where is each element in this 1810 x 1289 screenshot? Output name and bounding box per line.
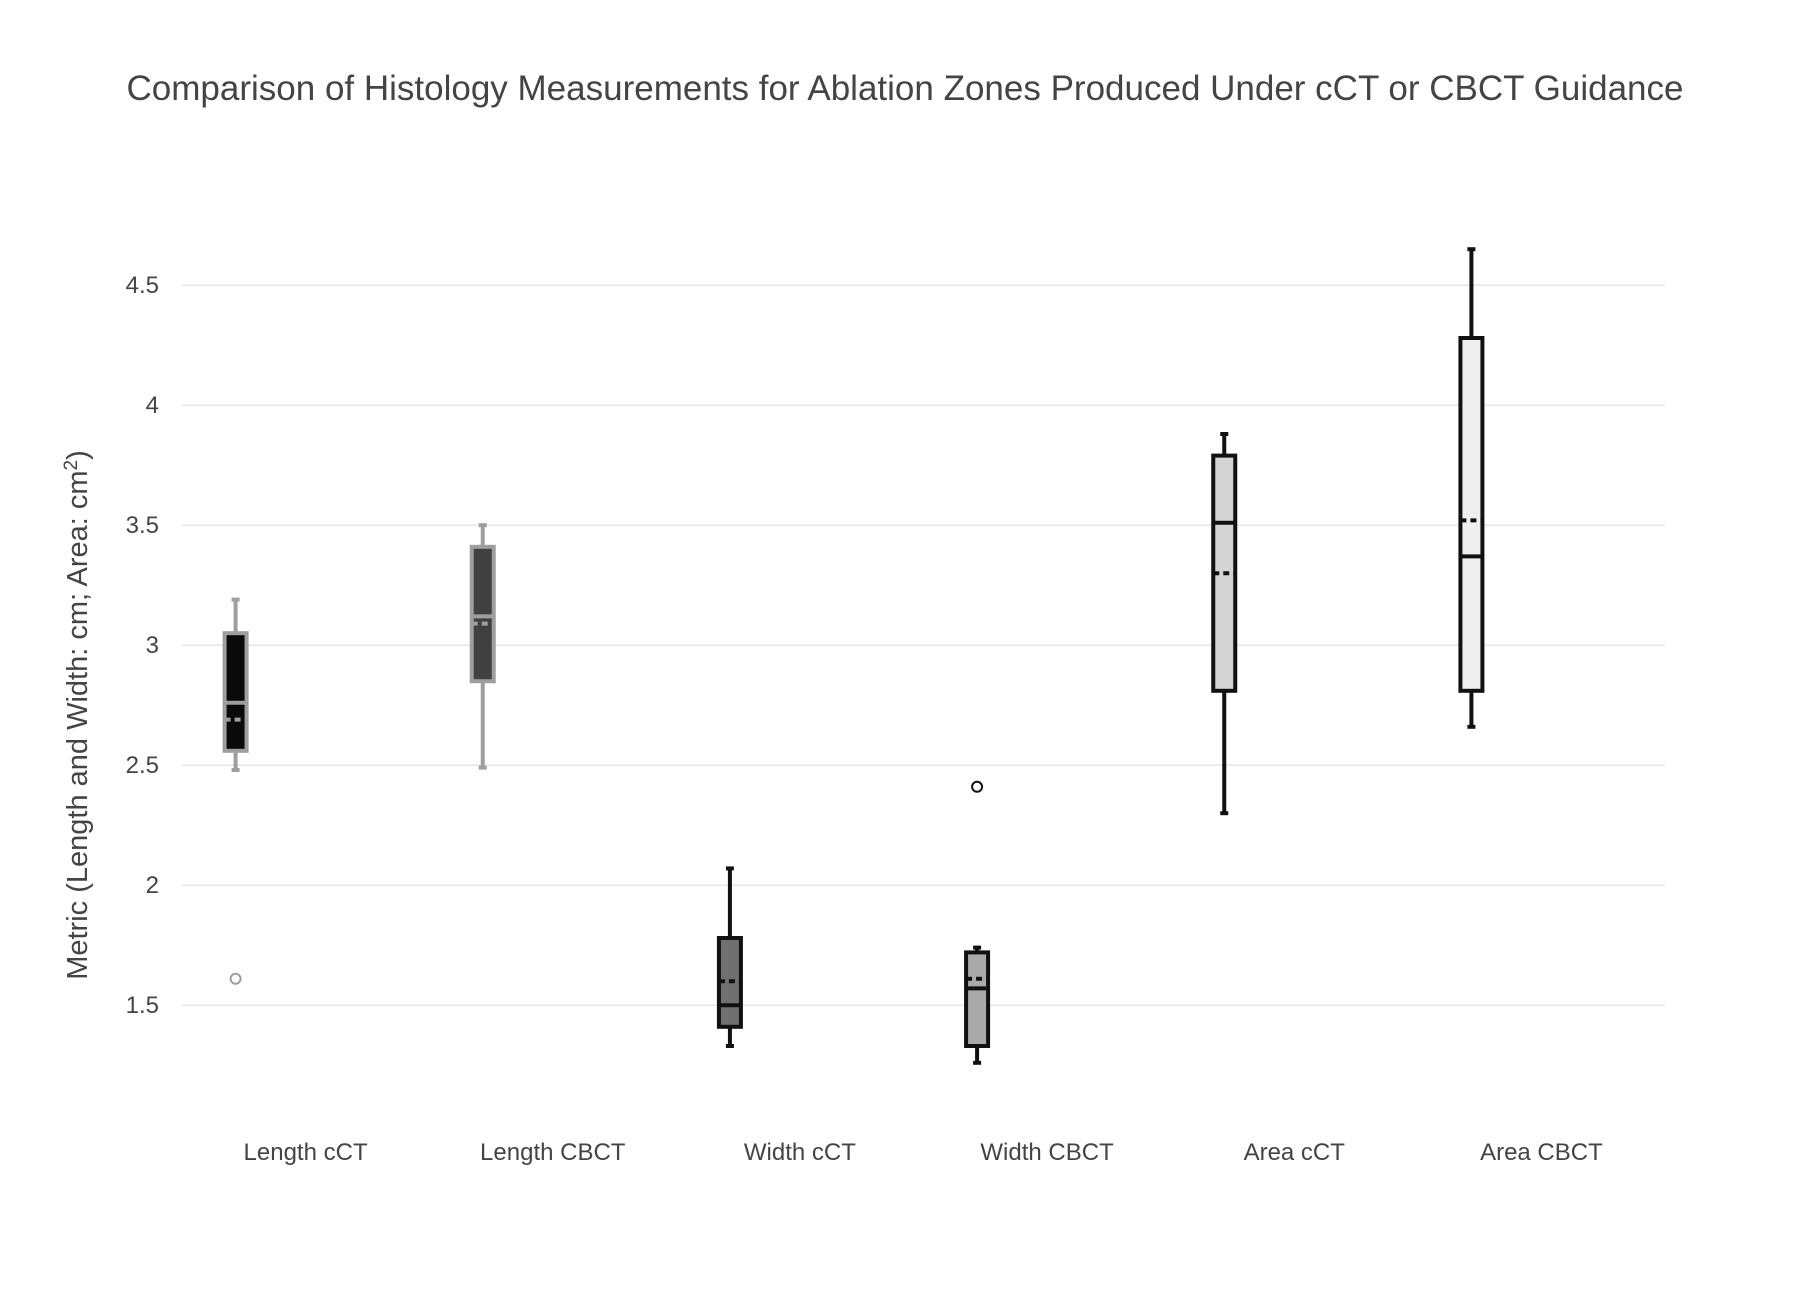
y-axis-ticks: 1.5 2 2.5 3 3.5 4 4.5 [126,272,159,1019]
interquartile-box [469,544,496,684]
box-length-cbct [469,523,496,770]
box-width-cbct [964,780,991,1065]
box-length-cct [222,597,249,985]
y-axis-title-suffix: ) [62,450,94,460]
box-area-cbct [1458,247,1485,729]
box-width-cct [716,866,743,1048]
interquartile-box [964,950,991,1049]
y-axis-title-main: Metric (Length and Width: cm; Area: cm [62,470,94,979]
x-tick-label: Length cCT [244,1139,368,1166]
x-axis-ticks: Length cCT Length CBCT Width cCT Width CBCT… [244,1139,1604,1166]
y-tick-label: 4 [146,392,159,419]
x-tick-label: Area CBCT [1480,1139,1603,1166]
y-axis-title: Metric (Length and Width: cm; Area: cm2) [61,450,95,980]
chart-title: Comparison of Histology Measurements for… [127,69,1684,108]
interquartile-box [222,631,249,753]
y-tick-label: 1.5 [126,992,159,1019]
y-tick-label: 2 [146,872,159,899]
x-tick-label: Width cCT [744,1139,856,1166]
y-tick-label: 2.5 [126,752,159,779]
y-tick-label: 3.5 [126,512,159,539]
x-tick-label: Width CBCT [980,1139,1114,1166]
outlier-point [229,972,242,985]
y-tick-label: 3 [146,632,159,659]
outlier-point [971,780,984,793]
gridlines [182,284,1665,1006]
x-tick-label: Area cCT [1244,1139,1346,1166]
box-series [222,247,1485,1065]
x-tick-label: Length CBCT [480,1139,626,1166]
y-axis-title-superscript: 2 [61,460,82,471]
box-area-cct [1211,432,1238,816]
y-tick-label: 4.5 [126,272,159,299]
interquartile-box [1458,336,1485,693]
